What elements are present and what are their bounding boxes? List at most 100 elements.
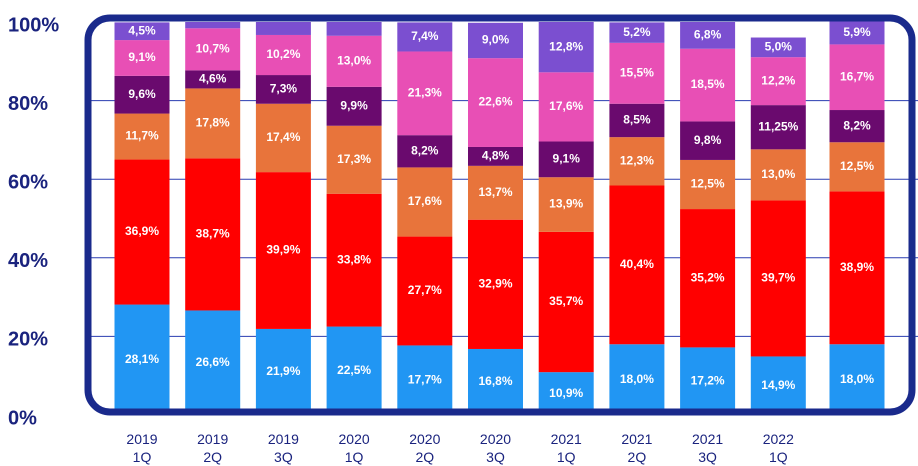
- value-label: 18,0%: [840, 372, 874, 386]
- bar-segment: [326, 86, 382, 126]
- bar-segment: [680, 347, 736, 415]
- x-tick-line: 2Q: [203, 449, 222, 465]
- bar-segment: [538, 231, 594, 373]
- x-tick-line: 3Q: [486, 449, 505, 465]
- value-label: 8,2%: [411, 143, 439, 157]
- bar-segment: [114, 22, 170, 41]
- bar-segment: [255, 328, 311, 415]
- value-label: 21,3%: [408, 86, 442, 100]
- bar-segment: [185, 22, 241, 29]
- x-tick-line: 2020: [339, 431, 370, 447]
- value-label: 12,2%: [761, 73, 795, 87]
- x-tick-line: 2Q: [415, 449, 434, 465]
- x-tick-line: 2019: [268, 431, 299, 447]
- bar-segment: [680, 209, 736, 348]
- bar-segment: [255, 172, 311, 329]
- bar-segment: [829, 344, 885, 415]
- value-label: 27,7%: [408, 283, 442, 297]
- value-label: 5,0%: [765, 40, 793, 54]
- value-label: 17,6%: [408, 194, 442, 208]
- bar-segment: [538, 141, 594, 178]
- bar-segment: [538, 372, 594, 415]
- value-label: 17,8%: [196, 116, 230, 130]
- bar-segment: [114, 40, 170, 76]
- bar-segment: [397, 51, 453, 136]
- bar-segment: [468, 146, 523, 166]
- value-label: 13,9%: [549, 197, 583, 211]
- bar-segment: [680, 48, 736, 122]
- value-label: 17,7%: [408, 372, 442, 386]
- bar-segment: [185, 28, 241, 71]
- bar-segment: [750, 200, 806, 357]
- x-tick-line: 1Q: [133, 449, 152, 465]
- value-label: 9,1%: [128, 50, 156, 64]
- value-label: 40,4%: [620, 257, 654, 271]
- bar-segment: [750, 149, 806, 201]
- x-tick-label: 2021 2Q: [621, 431, 652, 465]
- x-tick-line: 1Q: [557, 449, 576, 465]
- value-label: 16,7%: [840, 69, 874, 83]
- x-tick-line: 3Q: [698, 449, 717, 465]
- x-tick-line: 2021: [551, 431, 582, 447]
- bar-segment: [609, 344, 665, 415]
- value-label: 11,25%: [758, 119, 798, 133]
- bar-segment: [829, 110, 885, 143]
- value-label: 18,5%: [691, 77, 725, 91]
- bar-segment: [538, 22, 594, 73]
- bar-segment: [468, 348, 523, 415]
- value-label: 8,2%: [843, 118, 871, 132]
- value-label: 13,0%: [337, 53, 371, 67]
- bar-segment: [468, 165, 523, 220]
- bar-segment: [538, 72, 594, 142]
- x-tick-line: 2021: [692, 431, 723, 447]
- bar-segment: [609, 42, 665, 104]
- bar-segment: [609, 103, 665, 138]
- value-label: 5,9%: [843, 25, 871, 39]
- value-label: 4,6%: [199, 72, 227, 86]
- y-tick-label: 80%: [8, 93, 48, 115]
- value-label: 14,9%: [761, 378, 795, 392]
- bar-segment: [397, 135, 453, 168]
- value-label: 38,7%: [196, 227, 230, 241]
- bar-segment: [397, 22, 453, 52]
- value-label: 17,4%: [266, 130, 300, 144]
- value-label: 9,0%: [482, 33, 510, 47]
- bar-segment: [750, 37, 806, 58]
- y-tick-label: 100%: [8, 14, 59, 36]
- bar-segment: [114, 75, 170, 114]
- bar-segment: [829, 21, 885, 45]
- bar-segment: [609, 137, 665, 186]
- x-tick-label: 2021 1Q: [551, 431, 582, 465]
- value-label: 6,8%: [694, 28, 722, 42]
- value-label: 11,7%: [125, 129, 159, 143]
- value-label: 10,9%: [549, 386, 583, 400]
- bar-segment: [829, 191, 885, 345]
- value-label: 12,3%: [620, 153, 654, 167]
- bar-segment: [397, 236, 453, 346]
- labels: 28,1% 36,9% 11,7% 9,6% 9,1% 4,5% 26,6% 38,7% 17,…: [125, 23, 874, 399]
- value-label: 15,5%: [620, 65, 654, 79]
- bar-segment: [680, 159, 736, 210]
- value-label: 4,8%: [482, 149, 510, 163]
- value-label: 32,9%: [478, 276, 512, 290]
- value-label: 13,0%: [761, 167, 795, 181]
- x-tick-label: 2020 3Q: [480, 431, 511, 465]
- value-label: 39,7%: [761, 271, 795, 285]
- x-tick-label: 2019 1Q: [126, 431, 157, 465]
- bar-segment: [538, 177, 594, 232]
- value-label: 9,1%: [553, 152, 581, 166]
- value-label: 12,5%: [691, 177, 725, 191]
- y-tick-label: 60%: [8, 171, 48, 193]
- bar-segment: [185, 158, 241, 311]
- x-tick-label: 2019 3Q: [268, 431, 299, 465]
- value-label: 9,8%: [694, 133, 722, 147]
- value-label: 9,6%: [128, 87, 156, 101]
- bar-segment: [326, 22, 382, 36]
- y-tick-label: 20%: [8, 329, 48, 351]
- bar-segment: [829, 44, 885, 111]
- bar-segment: [397, 345, 453, 415]
- x-tick-line: 2Q: [628, 449, 647, 465]
- frame: [84, 14, 916, 416]
- value-label: 4,5%: [128, 23, 156, 37]
